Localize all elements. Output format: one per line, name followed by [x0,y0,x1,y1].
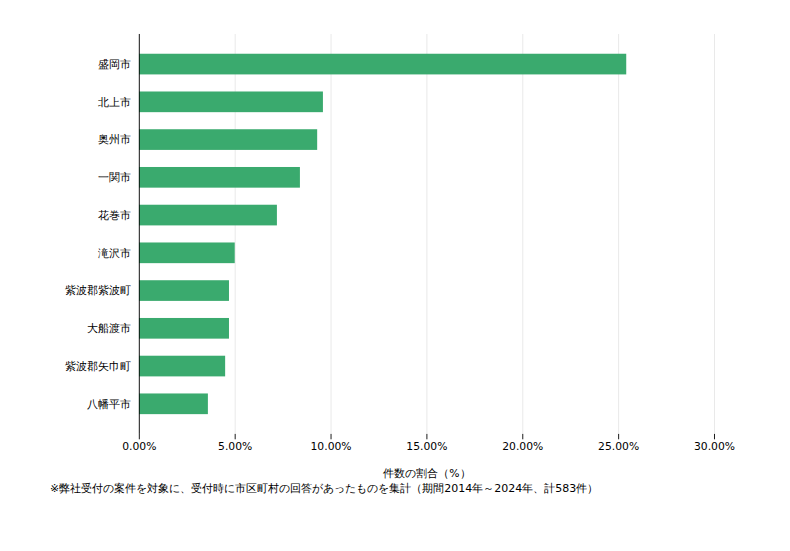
svg-text:10.00%: 10.00% [311,440,352,453]
svg-text:15.00%: 15.00% [406,440,447,453]
svg-text:件数の割合（%）: 件数の割合（%） [383,467,470,479]
svg-text:30.00%: 30.00% [694,440,735,453]
svg-text:0.00%: 0.00% [122,440,156,453]
svg-text:花巻市: 花巻市 [98,209,131,222]
svg-text:北上市: 北上市 [98,96,131,109]
svg-text:滝沢市: 滝沢市 [98,247,131,260]
svg-text:紫波郡矢巾町: 紫波郡矢巾町 [65,360,131,373]
svg-text:盛岡市: 盛岡市 [98,58,131,71]
html-text:※弊社受付の案件を対象に、受付時に市区町村の回答があったもの: ※弊社受付の案件を対象に、受付時に市区町村の回答があったものを集計（期間2014… [50,481,599,495]
svg-text:八幡平市: 八幡平市 [87,398,131,411]
svg-text:20.00%: 20.00% [502,440,543,453]
svg-text:25.00%: 25.00% [598,440,639,453]
svg-text:紫波郡紫波町: 紫波郡紫波町 [65,284,131,297]
svg-text:大船渡市: 大船渡市 [87,322,131,335]
svg-text:一関市: 一関市 [98,171,131,184]
svg-text:5.00%: 5.00% [218,440,252,453]
svg-text:奥州市: 奥州市 [98,133,131,146]
